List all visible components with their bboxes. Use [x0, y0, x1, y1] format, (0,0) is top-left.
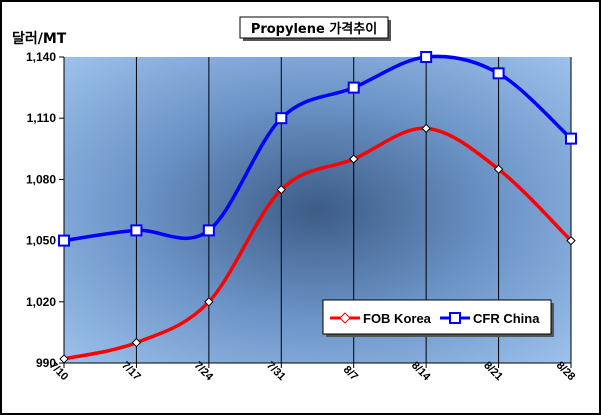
data-point-fob-korea: [349, 154, 359, 164]
data-point-fob-korea: [566, 235, 576, 246]
legend-cfr-china-label: CFR China: [473, 311, 540, 326]
data-point-fob-korea: [276, 184, 286, 195]
data-point-cfr-china: [202, 224, 215, 237]
y-axis-unit-label: 달러/MT: [12, 31, 67, 47]
legend-cfr-china-marker: [449, 312, 461, 324]
y-tick-label: 990: [36, 356, 56, 370]
title-box: [239, 16, 389, 39]
legend-fob-korea-marker: [339, 312, 351, 324]
chart-title: Propylene 가격추이: [251, 21, 377, 37]
data-point-cfr-china: [492, 67, 505, 80]
data-point-cfr-china: [347, 81, 360, 94]
data-point-cfr-china: [275, 112, 288, 125]
legend: FOB Korea CFR China: [322, 299, 554, 337]
gridlines: [135, 57, 572, 363]
series-line-cfr-china: [63, 54, 573, 243]
data-point-fob-korea: [131, 337, 142, 348]
data-point-cfr-china: [420, 51, 433, 63]
y-tick-label: 1,140: [26, 50, 56, 64]
data-point-fob-korea: [59, 354, 69, 364]
x-tick-label: 8/7: [341, 364, 360, 383]
y-tick-label: 1,050: [26, 234, 56, 248]
data-point-cfr-china: [130, 224, 143, 237]
data-point-cfr-china: [58, 234, 70, 247]
legend-fob-korea-label: FOB Korea: [363, 311, 432, 326]
data-point-fob-korea: [421, 123, 431, 134]
y-axis-ticks: 990 1,020 1,050 1,080 1,110 1,140: [26, 50, 64, 370]
data-point-fob-korea: [204, 297, 214, 307]
y-tick-label: 1,110: [27, 111, 57, 125]
y-tick-label: 1,080: [26, 172, 56, 186]
data-point-cfr-china: [565, 132, 577, 145]
legend-box: [322, 299, 552, 335]
y-tick-label: 1,020: [26, 295, 56, 309]
series: [58, 51, 577, 364]
axes: [63, 57, 571, 364]
data-point-fob-korea: [493, 164, 504, 174]
